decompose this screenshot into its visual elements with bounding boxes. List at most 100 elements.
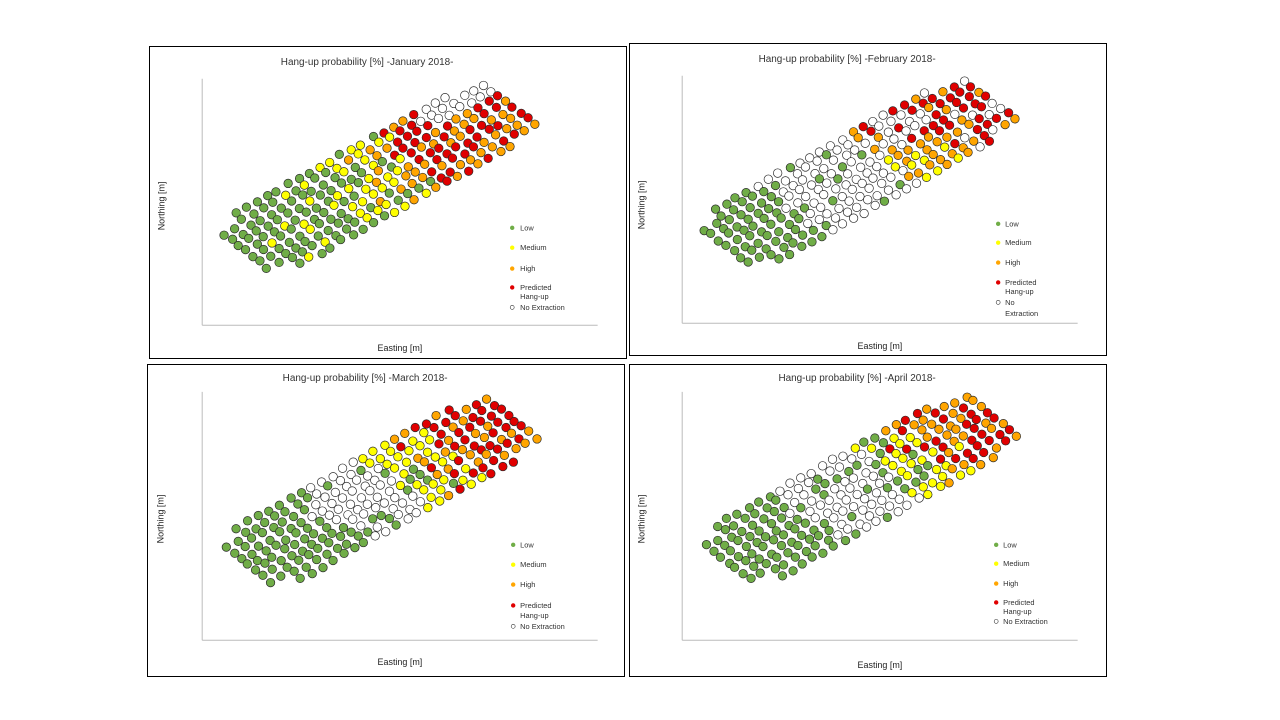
scatter-point-medium bbox=[365, 458, 375, 468]
scatter-point-high bbox=[981, 418, 991, 428]
scatter-point-low bbox=[740, 513, 750, 523]
scatter-point-no-extraction bbox=[864, 183, 874, 193]
scatter-point-low bbox=[403, 485, 413, 495]
scatter-point-medium bbox=[428, 479, 438, 489]
scatter-point-low bbox=[312, 554, 322, 565]
scatter-point-low bbox=[837, 162, 848, 172]
scatter-point-medium bbox=[850, 443, 860, 453]
scatter-point-low bbox=[346, 527, 356, 537]
scatter-point-low bbox=[251, 226, 261, 236]
scatter-point-no-extraction bbox=[843, 169, 853, 179]
scatter-point-high bbox=[372, 151, 382, 161]
scatter-point-predicted bbox=[473, 103, 483, 113]
scatter-point-low bbox=[356, 465, 366, 476]
scatter-point-high bbox=[524, 426, 534, 436]
scatter-point-medium bbox=[895, 439, 905, 449]
scatter-point-low bbox=[300, 236, 310, 247]
scatter-point-high bbox=[956, 413, 966, 423]
scatter-point-no-extraction bbox=[898, 166, 908, 176]
scatter-point-no-extraction bbox=[335, 476, 346, 486]
scatter-point-low bbox=[335, 234, 346, 245]
scatter-point-no-extraction bbox=[827, 454, 838, 464]
scatter-point-no-extraction bbox=[388, 504, 398, 514]
scatter-point-high bbox=[420, 159, 430, 169]
legend-label-low: Low bbox=[1003, 540, 1017, 549]
scatter-point-no-extraction bbox=[861, 522, 872, 532]
scatter-point-no-extraction bbox=[327, 498, 337, 509]
scatter-point-low bbox=[379, 211, 390, 221]
scatter-point-no-extraction bbox=[372, 492, 382, 502]
scatter-point-low bbox=[735, 253, 746, 263]
scatter-point-low bbox=[729, 562, 740, 573]
scatter-point-predicted bbox=[432, 154, 442, 165]
scatter-point-predicted bbox=[476, 120, 487, 131]
scatter-point-predicted bbox=[485, 440, 495, 451]
scatter-point-low bbox=[317, 533, 328, 543]
chart-svg-january: Hang-up probability [%] -January 2018- N… bbox=[156, 57, 598, 353]
scatter-point-medium bbox=[408, 436, 418, 446]
scatter-point-medium bbox=[890, 162, 900, 172]
scatter-point-medium bbox=[419, 428, 429, 438]
scatter-point-predicted bbox=[442, 176, 452, 186]
scatter-point-medium bbox=[907, 488, 917, 498]
scatter-point-low bbox=[323, 481, 333, 491]
scatter-point-no-extraction bbox=[843, 524, 853, 534]
scatter-point-low bbox=[363, 527, 373, 537]
scatter-point-medium bbox=[937, 471, 948, 482]
scatter-point-medium bbox=[883, 155, 894, 165]
scatter-point-predicted bbox=[900, 415, 910, 425]
scatter-point-high bbox=[455, 131, 465, 141]
scatter-point-high bbox=[440, 447, 450, 457]
scatter-point-predicted bbox=[398, 143, 408, 153]
scatter-point-low bbox=[784, 249, 795, 260]
legend-marker-no-extraction bbox=[995, 300, 1001, 305]
scatter-point-low bbox=[408, 464, 419, 474]
scatter-point-predicted bbox=[427, 167, 437, 177]
scatter-point-high bbox=[483, 421, 493, 431]
scatter-point-low bbox=[325, 243, 335, 253]
scatter-point-medium bbox=[374, 137, 384, 147]
scatter-point-low bbox=[779, 502, 789, 513]
legend-marker-no-extraction bbox=[509, 305, 515, 310]
scatter-point-no-extraction bbox=[337, 463, 348, 473]
scatter-point-low bbox=[376, 510, 386, 521]
scatter-point-no-extraction bbox=[886, 116, 896, 126]
scatter-point-high bbox=[986, 423, 997, 434]
scatter-point-no-extraction bbox=[455, 101, 465, 112]
scatter-point-no-extraction bbox=[810, 513, 820, 523]
scatter-point-low bbox=[736, 210, 746, 220]
scatter-point-low bbox=[713, 236, 723, 246]
scatter-point-no-extraction bbox=[817, 461, 828, 471]
scatter-point-no-extraction bbox=[832, 145, 842, 155]
scatter-point-low bbox=[788, 566, 798, 576]
scatter-point-medium bbox=[421, 188, 431, 198]
scatter-point-high bbox=[443, 464, 453, 474]
scatter-point-no-extraction bbox=[919, 88, 930, 98]
scatter-point-low bbox=[882, 483, 893, 493]
scatter-point-low bbox=[745, 531, 755, 542]
scatter-point-low bbox=[341, 224, 352, 234]
scatter-point-predicted bbox=[919, 126, 929, 136]
scatter-point-no-extraction bbox=[773, 168, 783, 178]
scatter-point-no-extraction bbox=[921, 115, 931, 125]
scatter-point-no-extraction bbox=[831, 184, 841, 194]
scatter-point-high bbox=[431, 410, 441, 421]
scatter-point-no-extraction bbox=[872, 191, 882, 201]
scatter-point-low bbox=[377, 157, 387, 167]
scatter-point-medium bbox=[400, 201, 410, 211]
scatter-point-medium bbox=[320, 237, 330, 247]
scatter-point-high bbox=[957, 115, 967, 125]
scatter-point-low bbox=[801, 546, 812, 557]
scatter-point-medium bbox=[368, 446, 378, 456]
scatter-point-predicted bbox=[493, 121, 503, 131]
scatter-point-predicted bbox=[460, 149, 470, 159]
scatter-point-no-extraction bbox=[842, 150, 852, 160]
scatter-point-no-extraction bbox=[902, 500, 912, 510]
scatter-point-predicted bbox=[492, 91, 503, 101]
scatter-point-predicted bbox=[434, 439, 444, 449]
scatter-point-low bbox=[321, 167, 331, 178]
scatter-point-low bbox=[295, 573, 305, 583]
scatter-point-predicted bbox=[508, 457, 519, 467]
legend: Low Medium High Predicted Hang-up No Ext… bbox=[510, 540, 565, 631]
scatter-point-predicted bbox=[486, 469, 496, 479]
